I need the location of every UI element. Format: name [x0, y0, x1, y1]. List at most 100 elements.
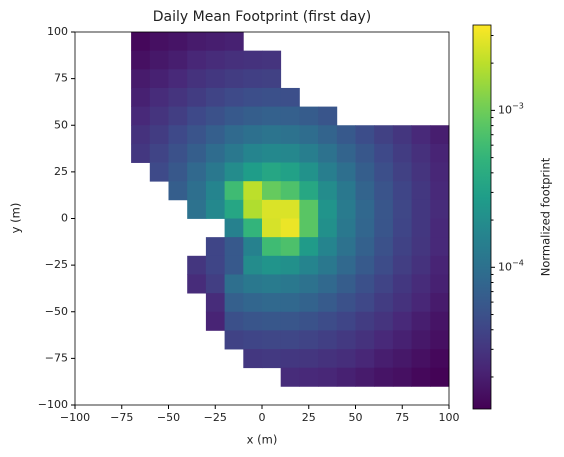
cell	[411, 125, 431, 145]
cell	[131, 87, 151, 107]
cell	[149, 69, 169, 89]
cell	[205, 311, 225, 331]
cell	[280, 330, 300, 350]
cell	[392, 349, 412, 369]
cell	[224, 106, 244, 126]
x-tick-label: 75	[395, 411, 409, 424]
cell	[168, 50, 188, 70]
cell	[411, 199, 431, 219]
cell	[168, 106, 188, 126]
x-tick-label: 0	[259, 411, 266, 424]
cell	[168, 181, 188, 201]
cell	[187, 255, 207, 275]
cell	[168, 32, 188, 52]
cell	[168, 162, 188, 182]
x-tick-label: 25	[302, 411, 316, 424]
cell	[392, 367, 412, 387]
cell	[187, 87, 207, 107]
cell	[149, 143, 169, 163]
cell	[205, 125, 225, 145]
y-axis-label: y (m)	[9, 203, 23, 234]
cell	[131, 32, 151, 52]
cell	[280, 125, 300, 145]
y-tick-label: −50	[45, 305, 68, 318]
cell	[299, 218, 319, 238]
cell	[243, 311, 263, 331]
cell	[299, 255, 319, 275]
cell	[355, 274, 375, 294]
cell	[430, 330, 450, 350]
cell	[318, 311, 338, 331]
cell	[131, 143, 151, 163]
cell	[318, 199, 338, 219]
cell	[392, 311, 412, 331]
cell	[355, 367, 375, 387]
y-tick-label: 25	[54, 165, 68, 178]
cell	[224, 330, 244, 350]
cell	[262, 50, 282, 70]
cell	[430, 349, 450, 369]
cell	[430, 162, 450, 182]
cell	[411, 311, 431, 331]
cell	[243, 50, 263, 70]
cell	[243, 125, 263, 145]
cell	[336, 255, 356, 275]
cell	[411, 330, 431, 350]
cell	[243, 330, 263, 350]
colorbar-label: Normalized footprint	[539, 157, 553, 276]
cell	[205, 50, 225, 70]
cell	[299, 274, 319, 294]
cell	[224, 218, 244, 238]
cell	[318, 293, 338, 313]
cell	[411, 237, 431, 257]
cell	[280, 274, 300, 294]
cell	[262, 87, 282, 107]
cell	[411, 255, 431, 275]
cell	[299, 143, 319, 163]
axes: −100 −75 −50 −25 0 25 50 75 100 −100 −75 −50 −25 0 25 5…	[38, 25, 460, 424]
cell	[299, 125, 319, 145]
cell	[131, 50, 151, 70]
cell	[224, 87, 244, 107]
cell	[205, 255, 225, 275]
x-tick-label: −25	[204, 411, 227, 424]
cell	[355, 218, 375, 238]
cell	[224, 125, 244, 145]
cell	[149, 125, 169, 145]
cell	[392, 181, 412, 201]
cell	[355, 143, 375, 163]
cell	[430, 218, 450, 238]
cell	[262, 330, 282, 350]
cell	[187, 32, 207, 52]
cell	[374, 311, 394, 331]
cell	[224, 199, 244, 219]
cell	[336, 143, 356, 163]
cell	[355, 125, 375, 145]
cell	[262, 125, 282, 145]
cell	[374, 181, 394, 201]
cell	[205, 293, 225, 313]
cell	[355, 311, 375, 331]
cell	[187, 274, 207, 294]
cell	[262, 143, 282, 163]
cell	[430, 181, 450, 201]
cell	[131, 125, 151, 145]
cell	[243, 274, 263, 294]
cell	[168, 69, 188, 89]
cell	[280, 255, 300, 275]
cell	[262, 311, 282, 331]
cell	[224, 32, 244, 52]
cell	[280, 181, 300, 201]
cell	[243, 181, 263, 201]
cell	[243, 293, 263, 313]
cell	[318, 106, 338, 126]
cell	[355, 349, 375, 369]
cell	[187, 143, 207, 163]
cell	[168, 125, 188, 145]
cell	[336, 181, 356, 201]
cell	[280, 311, 300, 331]
y-tick-label: 50	[54, 118, 68, 131]
cell	[243, 255, 263, 275]
cell	[187, 199, 207, 219]
cell	[336, 274, 356, 294]
